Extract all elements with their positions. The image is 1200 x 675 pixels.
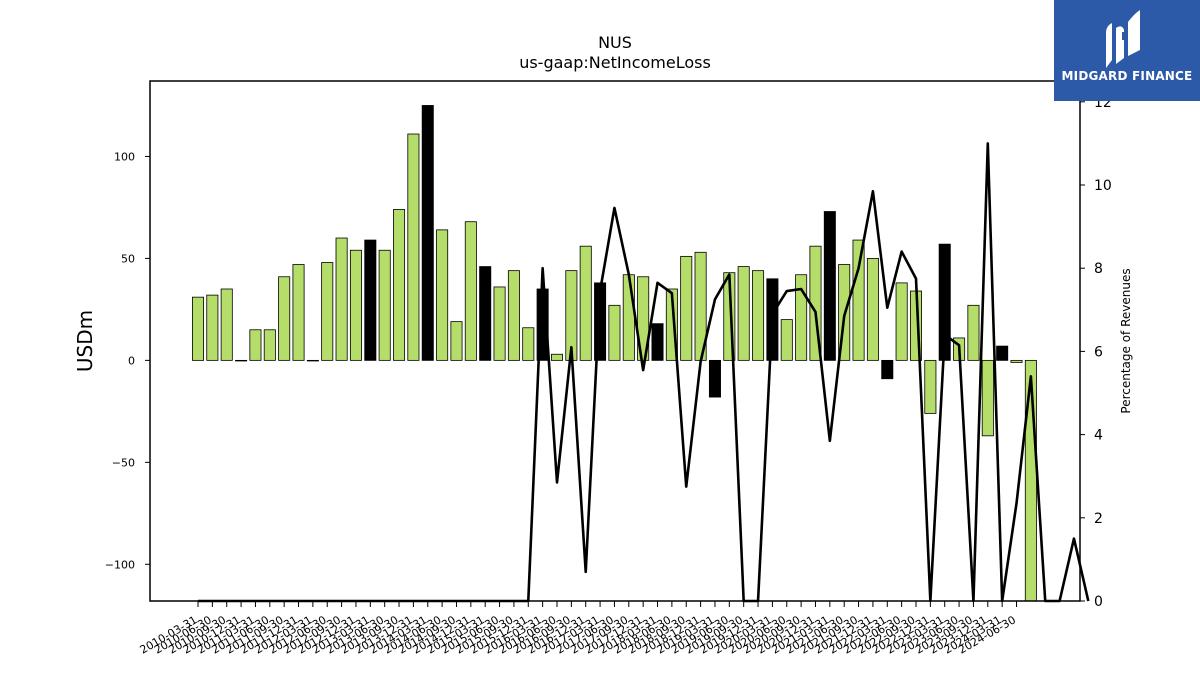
y2-tick-label: 10 xyxy=(1094,178,1112,194)
bar-12 xyxy=(364,239,377,361)
bar-30 xyxy=(622,274,635,361)
bar-28 xyxy=(594,282,607,361)
y2-tick-label: 0 xyxy=(1094,594,1103,610)
bar-19 xyxy=(464,221,477,361)
bar-32 xyxy=(651,323,664,361)
bar-56 xyxy=(996,345,1009,361)
bar-4 xyxy=(249,329,262,361)
y-tick-label: 0 xyxy=(128,354,135,367)
bar-22 xyxy=(507,270,520,361)
line-layer xyxy=(198,142,1090,603)
y-tick-label: −100 xyxy=(105,558,135,571)
bar-57 xyxy=(1010,359,1023,363)
bar-51 xyxy=(924,359,937,414)
bar-7 xyxy=(292,264,305,361)
plot-frame xyxy=(149,80,1081,602)
bar-33 xyxy=(665,288,678,361)
bar-48 xyxy=(881,359,894,380)
bar-16 xyxy=(421,105,434,361)
bar-46 xyxy=(852,239,865,361)
bar-49 xyxy=(895,282,908,361)
bar-29 xyxy=(608,304,621,361)
bar-41 xyxy=(780,319,793,361)
bar-6 xyxy=(278,276,291,361)
y2-tick-label: 6 xyxy=(1094,344,1103,360)
bar-55 xyxy=(981,359,994,437)
axes-layer: 100500−50−1000246810122010-03-312010-06-… xyxy=(105,95,1112,657)
bar-34 xyxy=(680,255,693,361)
bar-38 xyxy=(737,266,750,361)
y-tick-label: 50 xyxy=(121,252,135,265)
bar-15 xyxy=(407,133,420,361)
y2-tick-label: 2 xyxy=(1094,511,1103,527)
bar-10 xyxy=(335,237,348,361)
bar-42 xyxy=(795,274,808,361)
bars-layer xyxy=(191,105,1037,602)
bar-18 xyxy=(450,321,463,361)
y2-tick-label: 4 xyxy=(1094,428,1103,444)
brand-logo: MIDGARD FINANCE xyxy=(1054,0,1200,101)
y2-tick-label: 8 xyxy=(1094,261,1103,277)
bar-37 xyxy=(723,272,736,361)
bar-2 xyxy=(220,288,233,361)
bar-3 xyxy=(235,359,248,362)
bar-11 xyxy=(349,249,362,361)
bar-39 xyxy=(752,270,765,361)
midgard-m-icon xyxy=(1106,10,1140,68)
bar-1 xyxy=(206,294,219,361)
bar-52 xyxy=(938,243,951,361)
y2-axis-label: Percentage of Revenues xyxy=(1119,268,1133,413)
bar-9 xyxy=(321,262,334,361)
bar-8 xyxy=(306,359,319,362)
bar-27 xyxy=(579,245,592,361)
y-tick-label: −50 xyxy=(112,456,135,469)
bar-54 xyxy=(967,304,980,361)
bar-21 xyxy=(493,286,506,361)
bar-17 xyxy=(436,229,449,361)
chart-subtitle: us-gaap:NetIncomeLoss xyxy=(519,53,711,72)
chart-title: NUS xyxy=(598,33,632,52)
y-axis-label: USDm xyxy=(73,310,97,372)
bar-31 xyxy=(637,276,650,361)
bar-36 xyxy=(708,359,721,398)
bar-23 xyxy=(522,327,535,361)
series-line xyxy=(198,142,1090,603)
bar-13 xyxy=(378,249,391,361)
bar-25 xyxy=(551,353,564,361)
bar-47 xyxy=(866,258,879,361)
bar-0 xyxy=(191,296,204,361)
bar-14 xyxy=(393,209,406,361)
bar-44 xyxy=(823,211,836,361)
brand-name: MIDGARD FINANCE xyxy=(1061,69,1193,83)
bar-5 xyxy=(263,329,276,361)
bar-20 xyxy=(479,266,492,361)
y-tick-label: 100 xyxy=(114,150,135,163)
